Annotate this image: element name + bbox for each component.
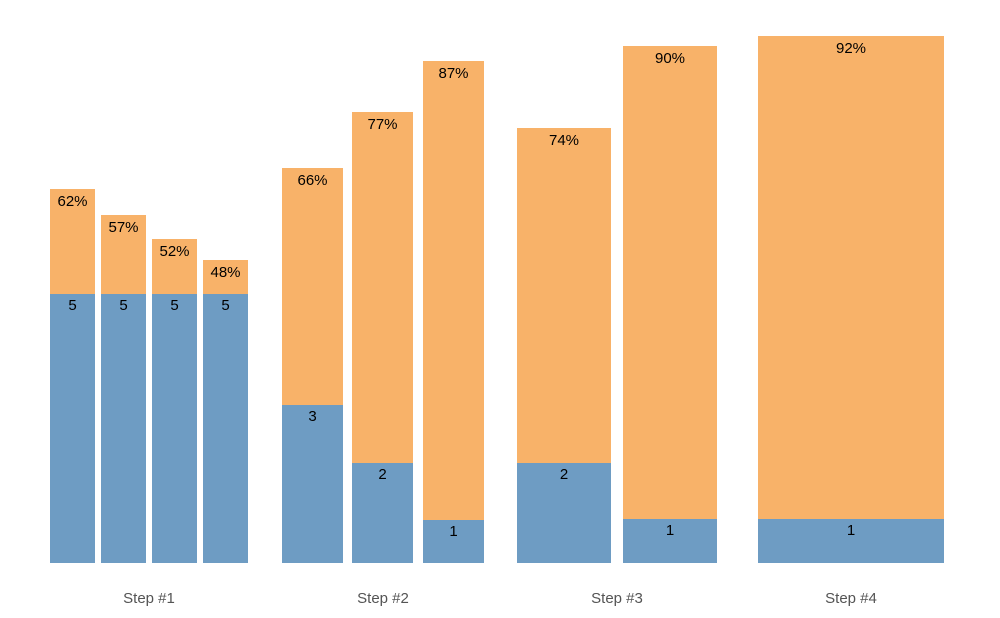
count-value-label: 1	[665, 522, 675, 539]
conversion-pct-label: 57%	[108, 219, 139, 236]
bar-step4-1[interactable]: 92% 1	[758, 36, 944, 563]
bar-step1-4[interactable]: 48% 5	[203, 260, 248, 563]
bar-step3-2[interactable]: 90% 1	[623, 46, 717, 563]
conversion-pct-label: 52%	[159, 243, 190, 260]
count-value-label: 3	[308, 408, 317, 425]
count-value-label: 2	[559, 466, 569, 483]
count-segment[interactable]: 5	[152, 294, 197, 563]
count-segment[interactable]: 3	[282, 405, 343, 563]
count-segment[interactable]: 1	[758, 519, 944, 563]
step-label-4: Step #4	[825, 590, 877, 607]
count-segment[interactable]: 2	[352, 463, 413, 563]
count-segment[interactable]: 2	[517, 463, 611, 563]
conversion-pct-label: 66%	[297, 172, 328, 189]
bar-step2-1[interactable]: 66% 3	[282, 168, 343, 563]
count-segment[interactable]: 1	[423, 520, 484, 563]
step-label-3: Step #3	[591, 590, 643, 607]
conversion-pct-label: 87%	[438, 65, 469, 82]
bar-step3-1[interactable]: 74% 2	[517, 128, 611, 563]
count-value-label: 2	[378, 466, 387, 483]
count-segment[interactable]: 5	[101, 294, 146, 563]
count-value-label: 1	[449, 523, 458, 540]
step-label-1: Step #1	[123, 590, 175, 607]
conversion-pct-label: 92%	[835, 40, 867, 57]
count-value-label: 1	[846, 522, 856, 539]
count-value-label: 5	[221, 297, 230, 314]
bar-step1-3[interactable]: 52% 5	[152, 239, 197, 563]
bar-step1-2[interactable]: 57% 5	[101, 215, 146, 563]
conversion-pct-label: 62%	[57, 193, 88, 210]
count-segment[interactable]: 1	[623, 519, 717, 563]
conversion-pct-label: 77%	[367, 116, 398, 133]
count-segment[interactable]: 5	[50, 294, 95, 563]
count-segment[interactable]: 5	[203, 294, 248, 563]
bar-step1-1[interactable]: 62% 5	[50, 189, 95, 563]
bar-step2-2[interactable]: 77% 2	[352, 112, 413, 563]
bar-step2-3[interactable]: 87% 1	[423, 61, 484, 563]
count-value-label: 5	[68, 297, 77, 314]
count-value-label: 5	[119, 297, 128, 314]
conversion-pct-label: 48%	[210, 264, 241, 281]
conversion-pct-label: 90%	[654, 50, 686, 67]
conversion-pct-label: 74%	[548, 132, 580, 149]
count-value-label: 5	[170, 297, 179, 314]
step-label-2: Step #2	[357, 590, 409, 607]
